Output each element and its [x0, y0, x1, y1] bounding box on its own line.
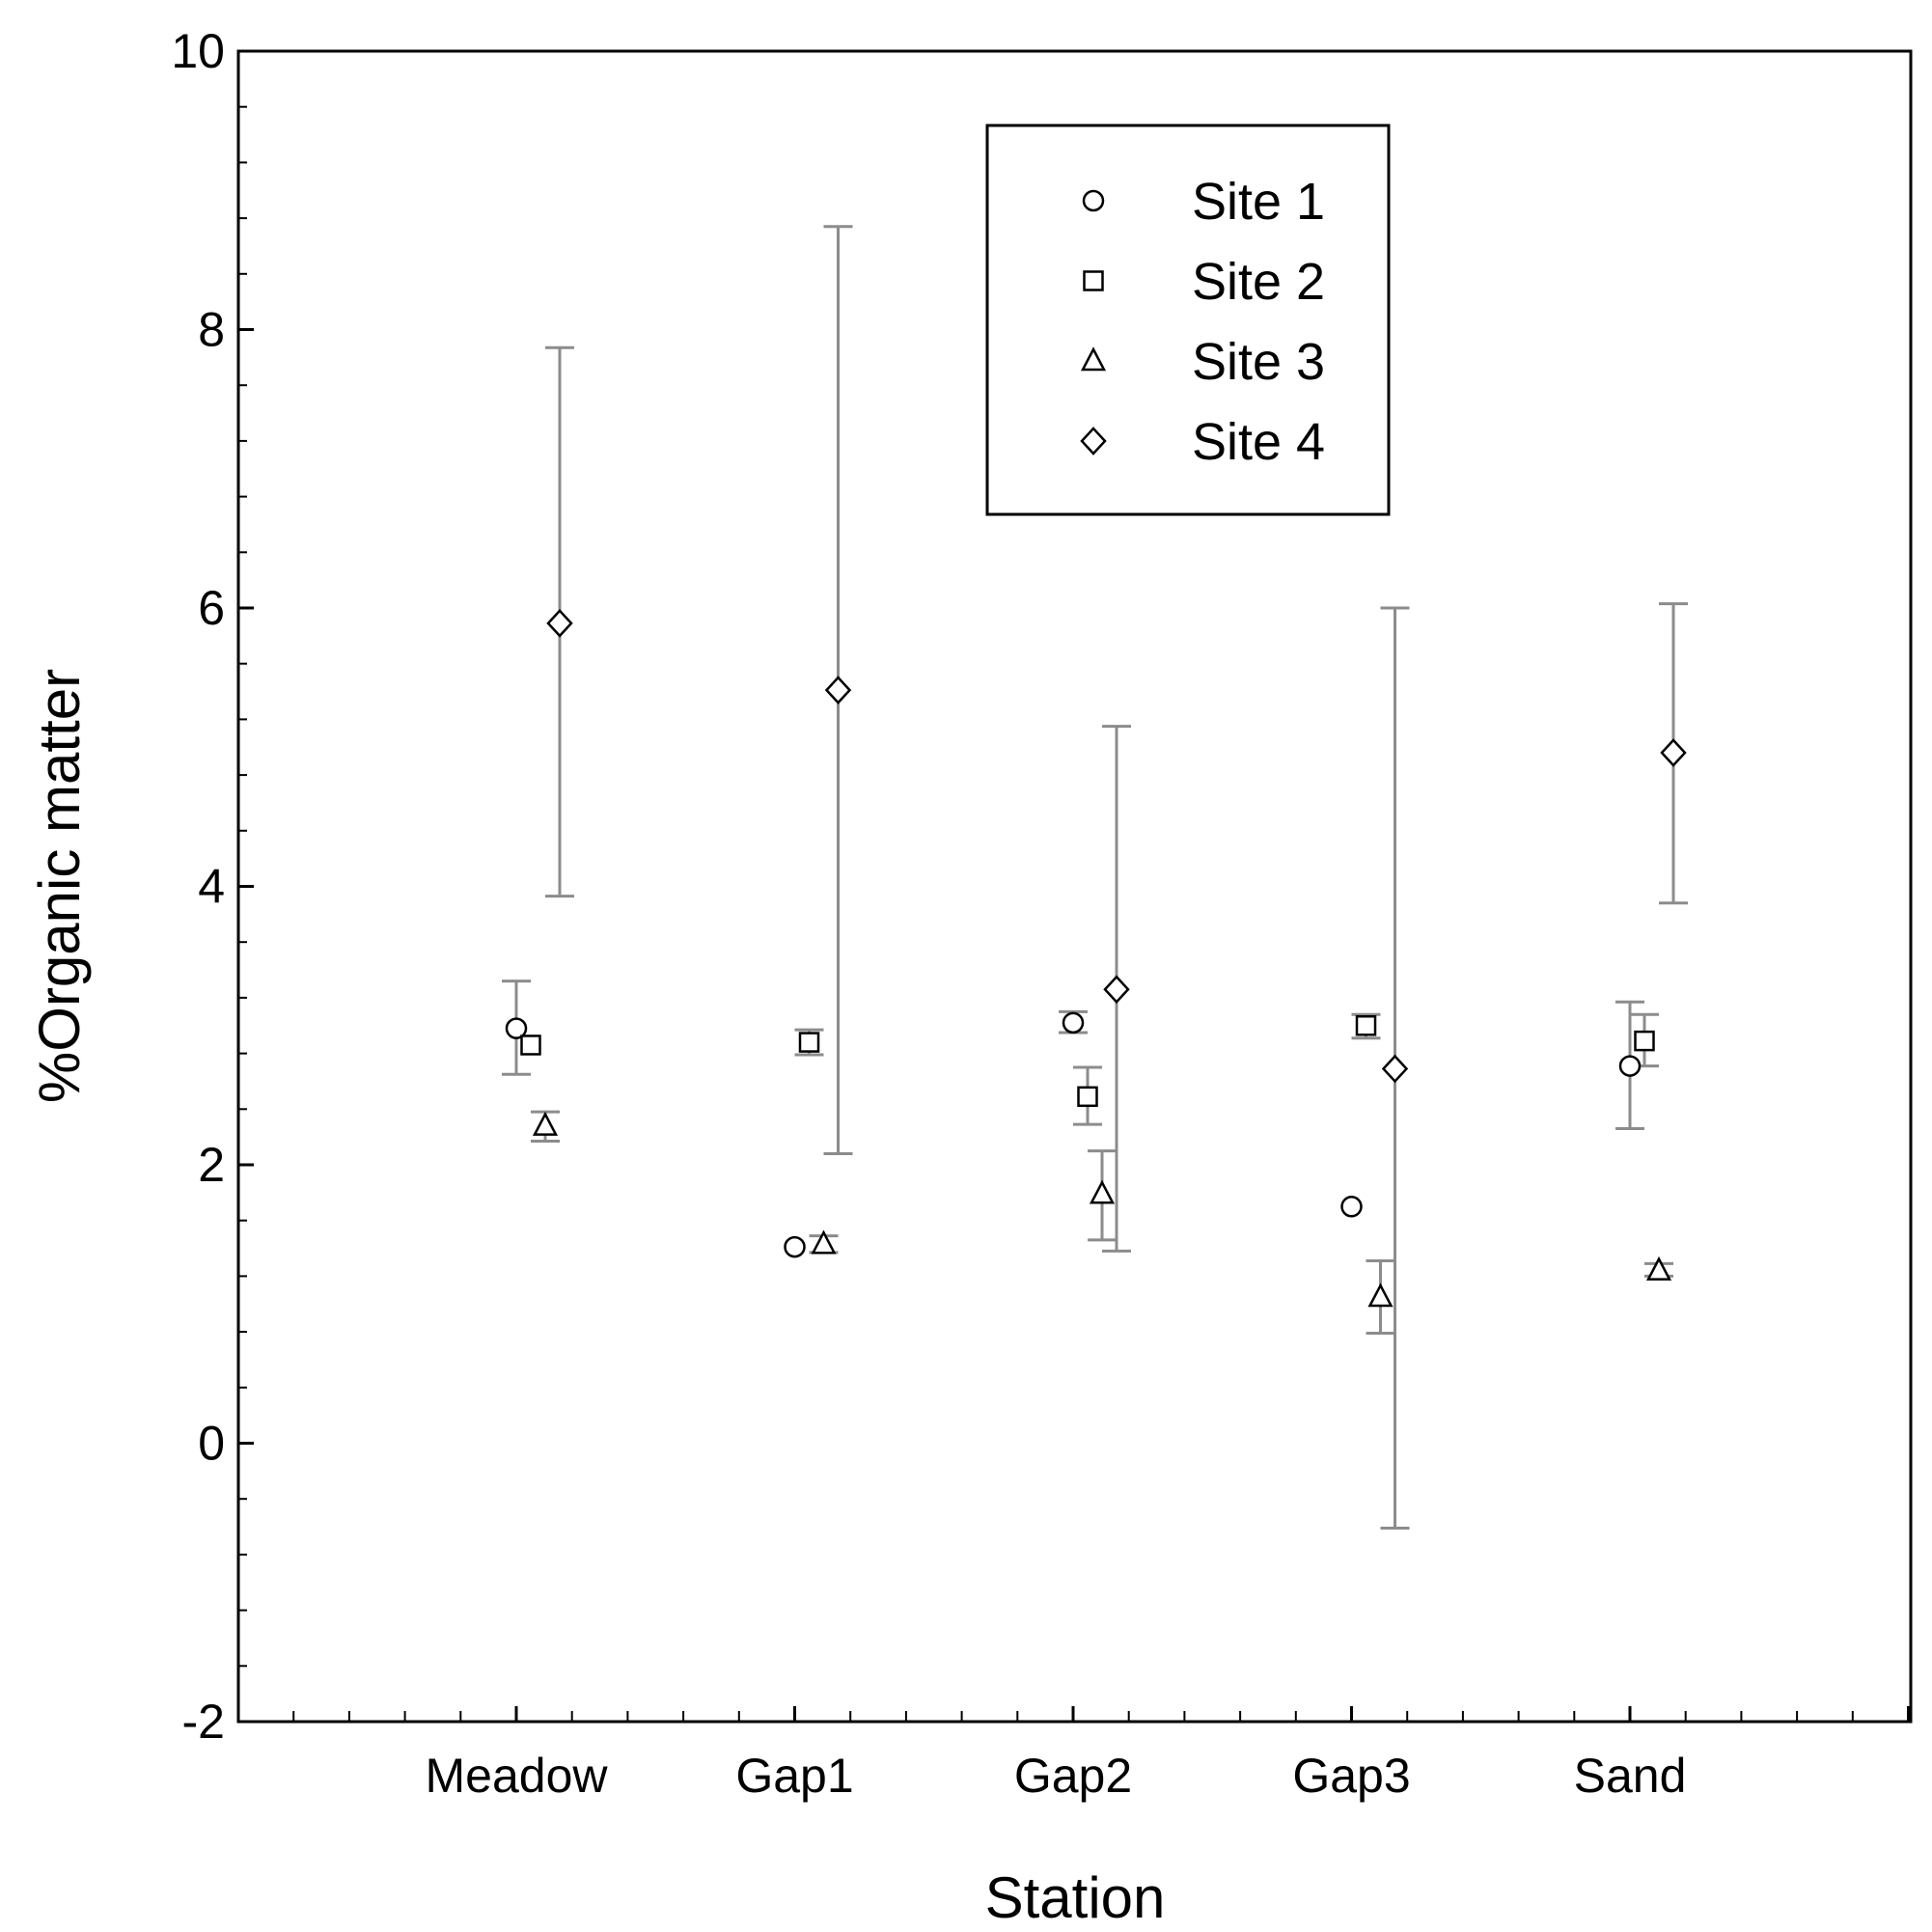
y-tick-label: 0: [198, 1417, 225, 1471]
legend-label: Site 4: [1192, 413, 1325, 471]
data-point-circle: [1340, 1196, 1363, 1218]
data-point-square: [1355, 1015, 1377, 1036]
data-point-triangle: [1089, 1179, 1116, 1204]
legend-marker-diamond-icon: [1080, 427, 1107, 455]
legend-marker-triangle-icon: [1080, 346, 1107, 372]
data-point-square: [798, 1032, 820, 1053]
x-tick-label: Gap1: [735, 1749, 853, 1803]
y-tick-labels: -2 0 2 4 6 8 10: [171, 24, 225, 1749]
x-axis-title: Station: [985, 1865, 1166, 1930]
legend-marker-circle-icon: [1082, 189, 1105, 212]
data-point-triangle: [1645, 1256, 1672, 1281]
legend-marker-square-icon: [1083, 270, 1104, 291]
y-tick-label: 2: [198, 1138, 225, 1192]
data-point-diamond: [1103, 975, 1130, 1005]
data-point-diamond: [824, 676, 852, 704]
plot-frame: [236, 49, 1913, 1724]
data-point-square: [1634, 1030, 1655, 1052]
y-tick-label: 10: [171, 24, 225, 78]
y-tick-label: 4: [198, 860, 225, 914]
x-tick-labels: Meadow Gap1 Gap2 Gap3 Sand: [426, 1749, 1687, 1803]
x-tick-label: Meadow: [426, 1749, 609, 1803]
legend-label: Site 3: [1192, 333, 1325, 391]
data-point-circle: [1618, 1055, 1642, 1077]
data-point-diamond: [546, 609, 573, 638]
legend-label: Site 1: [1192, 173, 1325, 231]
legend: Site 1 Site 2 Site 3 Site 4: [985, 124, 1391, 516]
data-point-triangle: [1367, 1283, 1394, 1308]
y-tick-label: 6: [198, 581, 225, 635]
y-tick-label: -2: [182, 1695, 225, 1749]
data-point-square: [1077, 1086, 1098, 1108]
data-point-circle: [505, 1017, 528, 1039]
x-tick-label: Gap2: [1014, 1749, 1132, 1803]
data-point-circle: [784, 1235, 806, 1258]
data-point-diamond: [1660, 738, 1687, 767]
y-axis-title: %Organic matter: [27, 669, 92, 1103]
x-tick-label: Gap3: [1292, 1749, 1410, 1803]
legend-box: [985, 124, 1391, 516]
data-point-square: [520, 1035, 541, 1056]
legend-label: Site 2: [1192, 253, 1325, 311]
data-point-triangle: [532, 1111, 559, 1136]
y-tick-label: 8: [198, 303, 225, 357]
data-point-triangle: [811, 1229, 837, 1255]
data-point-circle: [1062, 1011, 1085, 1035]
data-markers: [505, 609, 1687, 1308]
x-tick-label: Sand: [1574, 1749, 1687, 1803]
data-point-diamond: [1381, 1054, 1409, 1084]
